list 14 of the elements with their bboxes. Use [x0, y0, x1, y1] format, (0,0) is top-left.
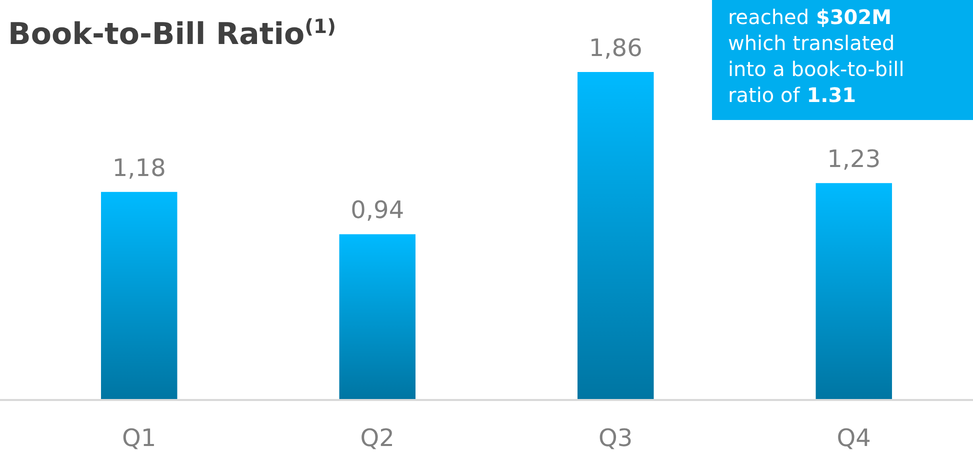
- data-label: 1,86: [588, 34, 642, 62]
- data-label: 1,18: [112, 154, 166, 182]
- bar: [578, 72, 654, 400]
- bar: [101, 192, 178, 400]
- bar: [339, 234, 416, 400]
- x-tick-label: Q4: [836, 424, 871, 452]
- data-label: 0,94: [350, 196, 404, 224]
- bar: [816, 183, 892, 400]
- x-tick-label: Q1: [122, 424, 156, 452]
- data-label: 1,23: [827, 145, 881, 174]
- chart-title: Book-to-Bill Ratio$^{(1)}$: [8, 14, 336, 52]
- text: reached $302M which translated into a book-to-bill ratio of 1.31: [728, 5, 904, 107]
- x-tick-label: Q2: [360, 424, 394, 452]
- x-tick-label: Q3: [598, 424, 633, 452]
